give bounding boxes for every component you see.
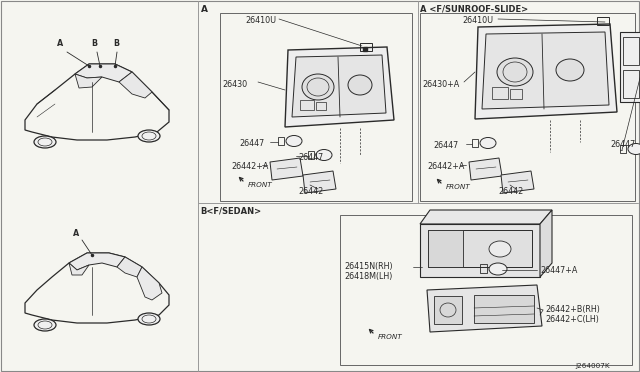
Text: 26442+C(LH): 26442+C(LH) (545, 315, 599, 324)
Polygon shape (69, 263, 89, 275)
Bar (623, 37, 639, 65)
Polygon shape (475, 24, 617, 119)
Ellipse shape (316, 150, 332, 160)
Bar (420, 13, 635, 201)
Polygon shape (285, 47, 394, 127)
Text: FRONT: FRONT (378, 334, 403, 340)
Polygon shape (119, 72, 152, 98)
Text: B: B (113, 39, 119, 48)
Ellipse shape (348, 75, 372, 95)
Polygon shape (137, 267, 162, 300)
Polygon shape (540, 210, 552, 277)
Text: 26447: 26447 (239, 139, 264, 148)
Polygon shape (270, 158, 303, 180)
Ellipse shape (138, 313, 160, 325)
Bar (434, 296, 462, 324)
Bar (620, 32, 640, 102)
Ellipse shape (489, 241, 511, 257)
Bar (340, 215, 632, 365)
Text: 26447: 26447 (433, 141, 458, 150)
Bar (428, 230, 463, 267)
Text: A: A (73, 228, 79, 237)
Bar (472, 139, 478, 147)
Ellipse shape (302, 74, 334, 100)
Text: A <F/SUNROOF-SLIDE>: A <F/SUNROOF-SLIDE> (420, 5, 528, 14)
Polygon shape (117, 257, 142, 277)
Text: 26447+A: 26447+A (540, 266, 577, 275)
Text: 26442+A: 26442+A (427, 162, 465, 171)
Text: FRONT: FRONT (248, 182, 273, 188)
Text: 26430: 26430 (222, 80, 247, 89)
Text: A: A (57, 39, 63, 48)
Bar (300, 100, 314, 110)
Text: 26430+A: 26430+A (422, 80, 460, 89)
Ellipse shape (286, 135, 302, 147)
Text: 26418M(LH): 26418M(LH) (344, 272, 392, 281)
Polygon shape (427, 285, 542, 332)
Text: B<F/SEDAN>: B<F/SEDAN> (200, 206, 261, 215)
Ellipse shape (34, 319, 56, 331)
Text: B: B (91, 39, 97, 48)
Text: 26410U: 26410U (245, 16, 276, 25)
Text: 26447: 26447 (610, 140, 636, 149)
Bar (474, 295, 534, 323)
Polygon shape (292, 55, 386, 117)
Ellipse shape (34, 136, 56, 148)
Ellipse shape (138, 130, 160, 142)
Bar (623, 70, 639, 98)
Text: J264007K: J264007K (575, 363, 610, 369)
Bar (316, 102, 326, 110)
Polygon shape (25, 253, 169, 323)
Polygon shape (75, 74, 102, 88)
Ellipse shape (497, 58, 533, 86)
Ellipse shape (480, 138, 496, 148)
Text: 26442: 26442 (498, 187, 524, 196)
Bar (510, 89, 522, 99)
Ellipse shape (489, 263, 507, 275)
Text: 26442: 26442 (298, 187, 323, 196)
Polygon shape (420, 224, 540, 277)
Text: A: A (201, 5, 208, 14)
Ellipse shape (556, 59, 584, 81)
Bar (278, 137, 284, 145)
Text: 26415N(RH): 26415N(RH) (344, 262, 392, 271)
Bar (360, 43, 372, 51)
Bar (492, 87, 508, 99)
Polygon shape (469, 158, 502, 180)
Polygon shape (482, 32, 609, 109)
Text: 26442+A: 26442+A (231, 162, 268, 171)
Bar (428, 230, 532, 267)
Bar (597, 17, 609, 25)
Polygon shape (303, 171, 336, 193)
Text: 26410U: 26410U (462, 16, 493, 25)
Bar (308, 151, 314, 159)
Polygon shape (75, 64, 132, 82)
Bar (480, 264, 487, 273)
Text: 26447: 26447 (298, 153, 323, 162)
Text: 26442+B(RH): 26442+B(RH) (545, 305, 600, 314)
Polygon shape (501, 171, 534, 193)
Polygon shape (25, 64, 169, 140)
Bar (620, 145, 626, 153)
Polygon shape (420, 210, 552, 224)
Text: FRONT: FRONT (446, 184, 470, 190)
Polygon shape (69, 253, 125, 270)
Ellipse shape (628, 144, 640, 154)
Bar (220, 13, 412, 201)
